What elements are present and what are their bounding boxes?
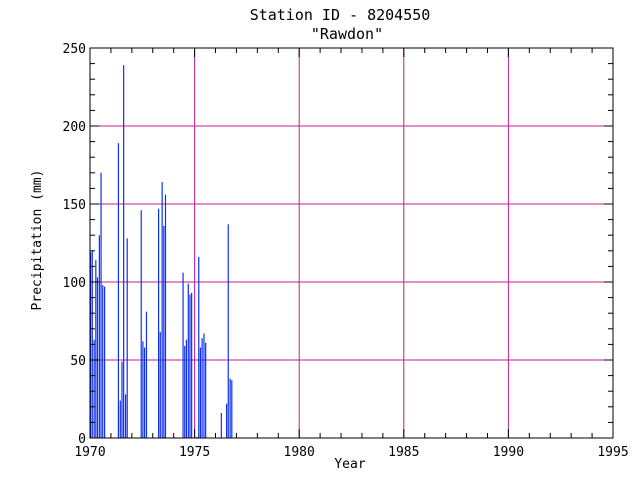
precip-bar	[140, 210, 142, 438]
x-tick-label: 1990	[493, 445, 524, 460]
precip-bar	[198, 257, 200, 438]
precip-bar	[119, 400, 121, 438]
precip-bar	[185, 339, 188, 438]
plot-border	[89, 47, 614, 439]
precip-bar	[124, 394, 127, 438]
chart-title: Station ID - 8204550	[250, 6, 431, 24]
precip-bar	[220, 413, 222, 438]
precip-bar	[145, 311, 148, 438]
precip-bar	[123, 65, 125, 438]
precip-bar	[117, 143, 120, 438]
precip-bar	[161, 182, 163, 438]
precip-bar	[96, 277, 99, 438]
precip-bar	[187, 283, 189, 438]
axis-ticks	[89, 47, 614, 439]
x-tick-label: 1975	[179, 445, 210, 460]
precip-bar	[203, 333, 205, 438]
precip-bar	[159, 331, 161, 438]
precip-bar	[142, 341, 144, 438]
precip-bar	[227, 224, 229, 438]
precip-bar	[199, 347, 202, 438]
precip-bar	[98, 235, 100, 438]
precip-bar	[231, 380, 233, 438]
bar-series	[90, 65, 233, 439]
precip-bar	[201, 338, 203, 438]
y-tick-label: 250	[63, 42, 86, 57]
precip-bar	[189, 294, 191, 438]
grid-lines	[90, 48, 613, 438]
y-tick-label: 50	[70, 354, 86, 369]
precip-bar	[121, 361, 123, 438]
x-axis-label: Year	[334, 457, 365, 472]
x-tick-label: 1980	[284, 445, 315, 460]
y-axis-label: Precipitation (mm)	[30, 170, 45, 311]
y-tick-label: 150	[63, 198, 86, 213]
precip-bar	[102, 285, 104, 438]
y-tick-label: 0	[78, 432, 86, 447]
precip-bar	[225, 403, 228, 438]
precip-bar	[205, 342, 207, 438]
precip-bar	[163, 225, 165, 438]
precip-bar	[164, 194, 167, 438]
precip-bar	[100, 172, 102, 439]
precip-bar	[126, 238, 128, 438]
precip-bar	[104, 286, 106, 438]
plot-frame	[89, 47, 614, 439]
tick-labels: 0 50 100 150 200 250 1970 1975 1980 1985 1990 1995	[63, 42, 629, 460]
precip-bar	[157, 208, 160, 438]
precip-bar	[182, 272, 184, 438]
precip-bar	[184, 345, 186, 438]
y-tick-label: 200	[63, 120, 86, 135]
precip-bar	[191, 292, 193, 438]
precip-bar	[93, 339, 95, 438]
y-tick-label: 100	[63, 276, 86, 291]
x-tick-label: 1985	[388, 445, 419, 460]
x-tick-label: 1970	[74, 445, 105, 460]
precip-bar	[143, 347, 146, 438]
chart-subtitle: "Rawdon"	[311, 25, 383, 43]
x-tick-label: 1995	[597, 445, 628, 460]
precip-bar	[90, 252, 92, 438]
precip-bar	[95, 260, 97, 438]
precip-bar	[229, 378, 231, 438]
